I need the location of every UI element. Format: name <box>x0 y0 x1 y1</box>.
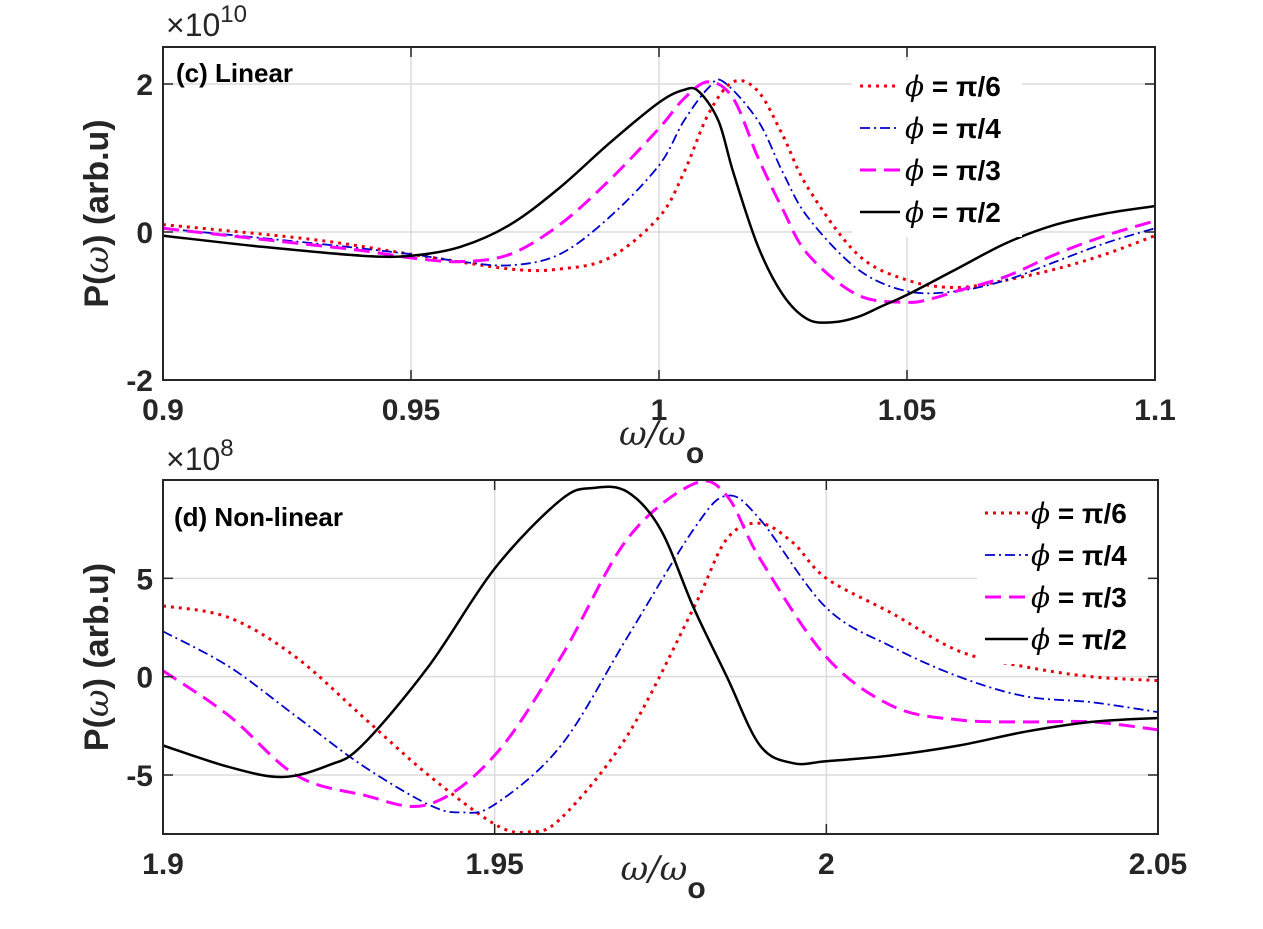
legend-label: ϕ = π/4 <box>1031 539 1127 572</box>
x-tick-label: 1.95 <box>465 848 523 881</box>
y-tick-label: 0 <box>136 217 153 250</box>
x-tick-label: 1.1 <box>1134 394 1176 427</box>
series-line-2 <box>163 480 1158 808</box>
x-axis-label: ω/ωo <box>619 414 704 470</box>
y-axis-label: P(ω) (arb.u) <box>77 563 117 751</box>
legend: ϕ = π/6 ϕ = π/4 ϕ = π/3 ϕ = π/2 <box>977 488 1147 664</box>
series-line-1 <box>163 78 1155 295</box>
legend-label: ϕ = π/4 <box>905 112 1001 145</box>
panel-nonlinear: 1.9 1.95 2 2.05 -5 0 5 ×108 ω/ωo P(ω) (arb.u) (d) … <box>77 435 1187 905</box>
series-line-3 <box>163 86 1155 324</box>
y-axis-label: P(ω) (arb.u) <box>77 119 117 307</box>
legend-label: ϕ = π/2 <box>905 196 1001 229</box>
y-multiplier: ×108 <box>166 435 234 477</box>
panel-linear: 0.9 0.95 1 1.05 1.1 -2 0 2 ×1010 ω/ωo P(ω) (arb.u)… <box>77 1 1176 470</box>
x-tick-label: 1.05 <box>878 394 936 427</box>
legend-box <box>852 61 1022 237</box>
y-tick-label: 2 <box>136 69 153 102</box>
legend-label: ϕ = π/6 <box>1031 497 1127 530</box>
y-tick-label: -5 <box>126 760 153 793</box>
legend-label: ϕ = π/3 <box>1031 581 1127 614</box>
series-line-3 <box>163 485 1158 779</box>
legend-label: ϕ = π/6 <box>905 70 1001 103</box>
series-group <box>163 78 1155 324</box>
series-line-0 <box>163 521 1158 834</box>
panel-title: (d) Non-linear <box>174 502 343 532</box>
legend-label: ϕ = π/2 <box>1031 623 1127 656</box>
legend: ϕ = π/6 ϕ = π/4 ϕ = π/3 ϕ = π/2 <box>852 61 1022 237</box>
legend-box <box>977 488 1147 664</box>
legend-label: ϕ = π/3 <box>905 154 1001 187</box>
x-tick-label: 1 <box>651 394 668 427</box>
x-tick-label: 2.05 <box>1129 848 1187 881</box>
y-multiplier: ×1010 <box>166 1 247 43</box>
panel-title: (c) Linear <box>176 58 293 88</box>
axes-frame <box>162 479 1159 835</box>
y-tick-label: 5 <box>136 563 153 596</box>
series-group <box>163 480 1158 834</box>
x-tick-label: 0.95 <box>382 394 440 427</box>
series-line-2 <box>163 80 1155 304</box>
x-tick-label: 1.9 <box>142 848 184 881</box>
y-tick-label: -2 <box>126 365 153 398</box>
x-tick-label: 2 <box>818 848 835 881</box>
x-axis-label: ω/ωo <box>621 849 706 905</box>
y-tick-label: 0 <box>136 662 153 695</box>
x-tick-label: 0.9 <box>142 394 184 427</box>
series-line-1 <box>163 494 1158 814</box>
